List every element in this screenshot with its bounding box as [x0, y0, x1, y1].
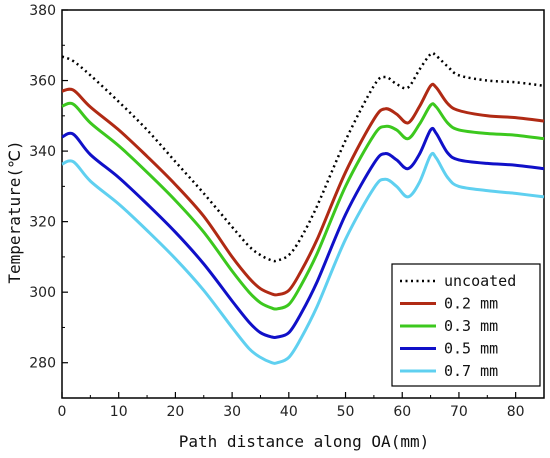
series-line-0-7-mm [61, 151, 545, 365]
series-line-0-5-mm [61, 126, 545, 340]
plot-frame [61, 9, 545, 399]
plot-area: 0 10 20 30 40 50 60 70 80 280 300 320 340 360 380 uncoa… [29, 3, 545, 420]
x-tick-label: 80 [507, 404, 525, 420]
y-tick-label: 340 [29, 144, 56, 160]
series-line-uncoated [61, 51, 545, 263]
y-tick-label: 360 [29, 74, 56, 90]
legend-label-uncoated: uncoated [444, 272, 516, 290]
legend-label-0-5-mm: 0.5 mm [444, 340, 498, 358]
y-tick-label: 300 [29, 285, 56, 301]
y-tick-label: 320 [29, 215, 56, 231]
x-axis-title: Path distance along OA(mm) [179, 432, 429, 451]
legend-label-0-7-mm: 0.7 mm [444, 362, 498, 380]
x-tick-label: 40 [280, 404, 298, 420]
x-tick-label: 70 [450, 404, 468, 420]
y-tick-label: 280 [29, 356, 56, 372]
y-tick-label: 380 [29, 3, 56, 19]
x-tick-label: 50 [337, 404, 355, 420]
series-line-0-3-mm [61, 101, 545, 311]
legend-label-0-2-mm: 0.2 mm [444, 295, 498, 313]
x-tick-label: 10 [110, 404, 128, 420]
series-line-0-2-mm [61, 82, 545, 297]
x-tick-label: 0 [58, 404, 67, 420]
x-tick-label: 20 [166, 404, 184, 420]
y-axis-title: Temperature(℃) [5, 140, 24, 283]
x-tick-label: 30 [223, 404, 241, 420]
x-tick-label: 60 [393, 404, 411, 420]
legend-label-0-3-mm: 0.3 mm [444, 317, 498, 335]
